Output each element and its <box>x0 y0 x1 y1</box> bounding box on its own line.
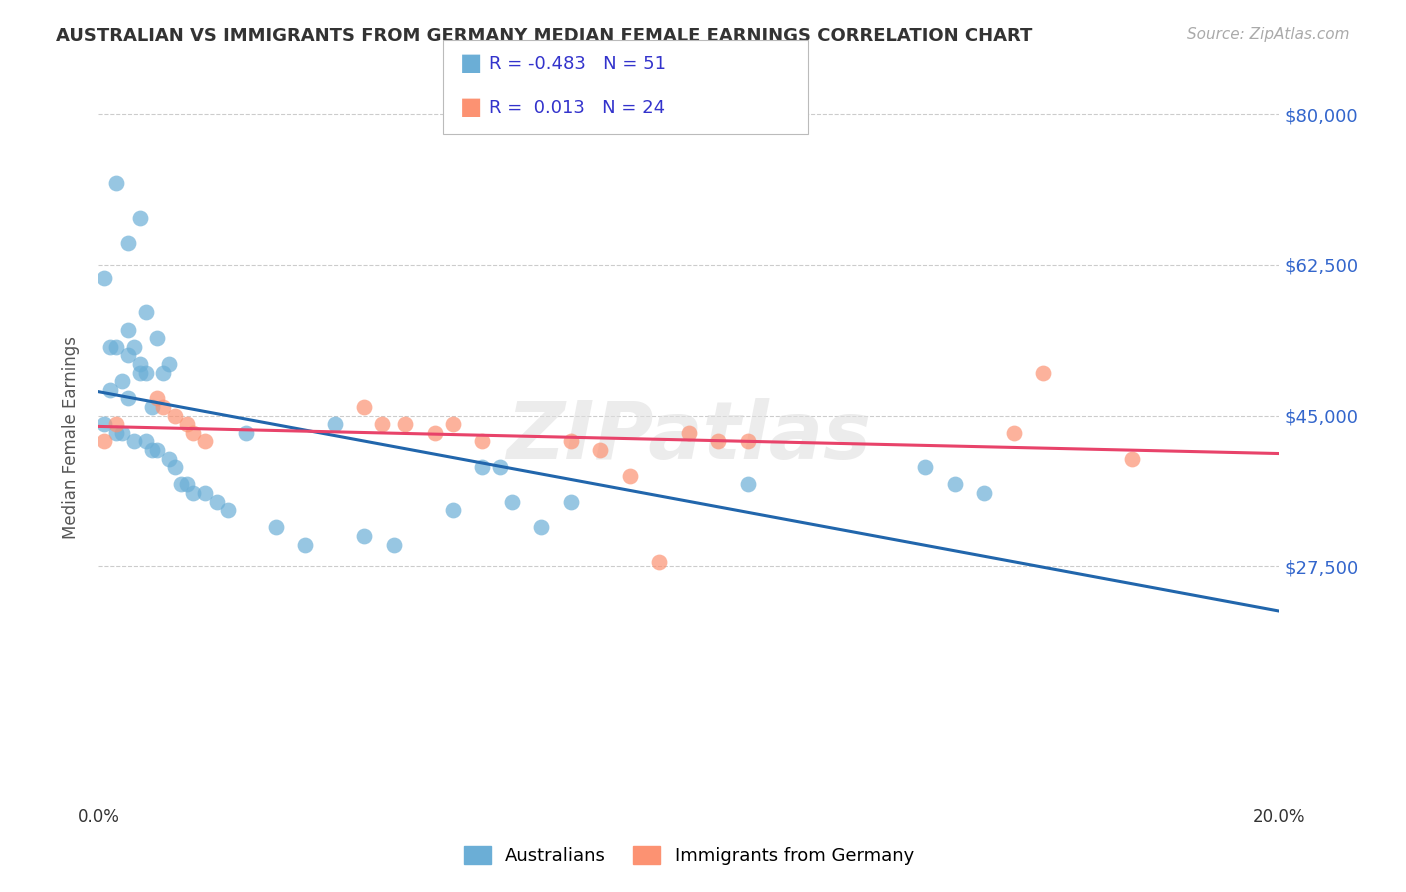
Point <box>235 425 257 440</box>
Point <box>294 538 316 552</box>
Point <box>441 503 464 517</box>
Point <box>217 503 239 517</box>
Point <box>165 409 187 423</box>
Point <box>128 366 150 380</box>
Text: Source: ZipAtlas.com: Source: ZipAtlas.com <box>1187 27 1350 42</box>
Point <box>146 442 169 457</box>
Point <box>176 477 198 491</box>
Point <box>181 486 204 500</box>
Point <box>105 176 128 190</box>
Point <box>135 434 157 449</box>
Point <box>382 538 405 552</box>
Point <box>98 340 121 354</box>
Point <box>157 357 180 371</box>
Y-axis label: Median Female Earnings: Median Female Earnings <box>62 335 80 539</box>
Point <box>152 366 174 380</box>
Point <box>117 348 139 362</box>
Point <box>1002 425 1025 440</box>
Point <box>152 400 174 414</box>
Point <box>93 271 115 285</box>
Point <box>441 417 464 432</box>
Point <box>111 374 134 388</box>
Point <box>501 494 523 508</box>
Point <box>117 236 139 251</box>
Point <box>619 468 641 483</box>
Point <box>394 417 416 432</box>
Point <box>135 366 157 380</box>
Point <box>1032 366 1054 380</box>
Point <box>914 460 936 475</box>
Point <box>128 357 150 371</box>
Point <box>98 383 121 397</box>
Point <box>678 425 700 440</box>
Point <box>205 494 228 508</box>
Point <box>117 322 139 336</box>
Point <box>737 434 759 449</box>
Text: AUSTRALIAN VS IMMIGRANTS FROM GERMANY MEDIAN FEMALE EARNINGS CORRELATION CHART: AUSTRALIAN VS IMMIGRANTS FROM GERMANY ME… <box>56 27 1032 45</box>
Text: ■: ■ <box>460 95 482 119</box>
Point <box>146 392 169 406</box>
Point <box>176 417 198 432</box>
Text: R = -0.483   N = 51: R = -0.483 N = 51 <box>489 55 666 73</box>
Point <box>141 400 163 414</box>
Point <box>353 400 375 414</box>
Point <box>589 442 612 457</box>
Point <box>170 477 193 491</box>
Text: ■: ■ <box>460 52 482 75</box>
Point <box>141 442 163 457</box>
Point <box>157 451 180 466</box>
Point <box>423 425 446 440</box>
Point <box>530 520 553 534</box>
Point <box>128 211 150 225</box>
Point <box>264 520 287 534</box>
Text: R =  0.013   N = 24: R = 0.013 N = 24 <box>489 99 665 117</box>
Point <box>560 434 582 449</box>
Point <box>560 494 582 508</box>
Point <box>194 486 217 500</box>
Point <box>973 486 995 500</box>
Point <box>353 529 375 543</box>
Point <box>371 417 394 432</box>
Point <box>471 460 494 475</box>
Legend: Australians, Immigrants from Germany: Australians, Immigrants from Germany <box>454 837 924 874</box>
Point <box>323 417 346 432</box>
Point <box>93 417 115 432</box>
Point <box>943 477 966 491</box>
Point <box>146 331 169 345</box>
Point <box>489 460 512 475</box>
Point <box>105 340 128 354</box>
Point <box>122 434 145 449</box>
Point <box>194 434 217 449</box>
Point <box>117 392 139 406</box>
Point <box>135 305 157 319</box>
Text: ZIPatlas: ZIPatlas <box>506 398 872 476</box>
Point <box>105 417 128 432</box>
Point <box>122 340 145 354</box>
Point <box>471 434 494 449</box>
Point <box>111 425 134 440</box>
Point <box>737 477 759 491</box>
Point <box>707 434 730 449</box>
Point <box>93 434 115 449</box>
Point <box>648 555 671 569</box>
Point <box>181 425 204 440</box>
Point <box>1121 451 1143 466</box>
Point <box>165 460 187 475</box>
Point <box>105 425 128 440</box>
